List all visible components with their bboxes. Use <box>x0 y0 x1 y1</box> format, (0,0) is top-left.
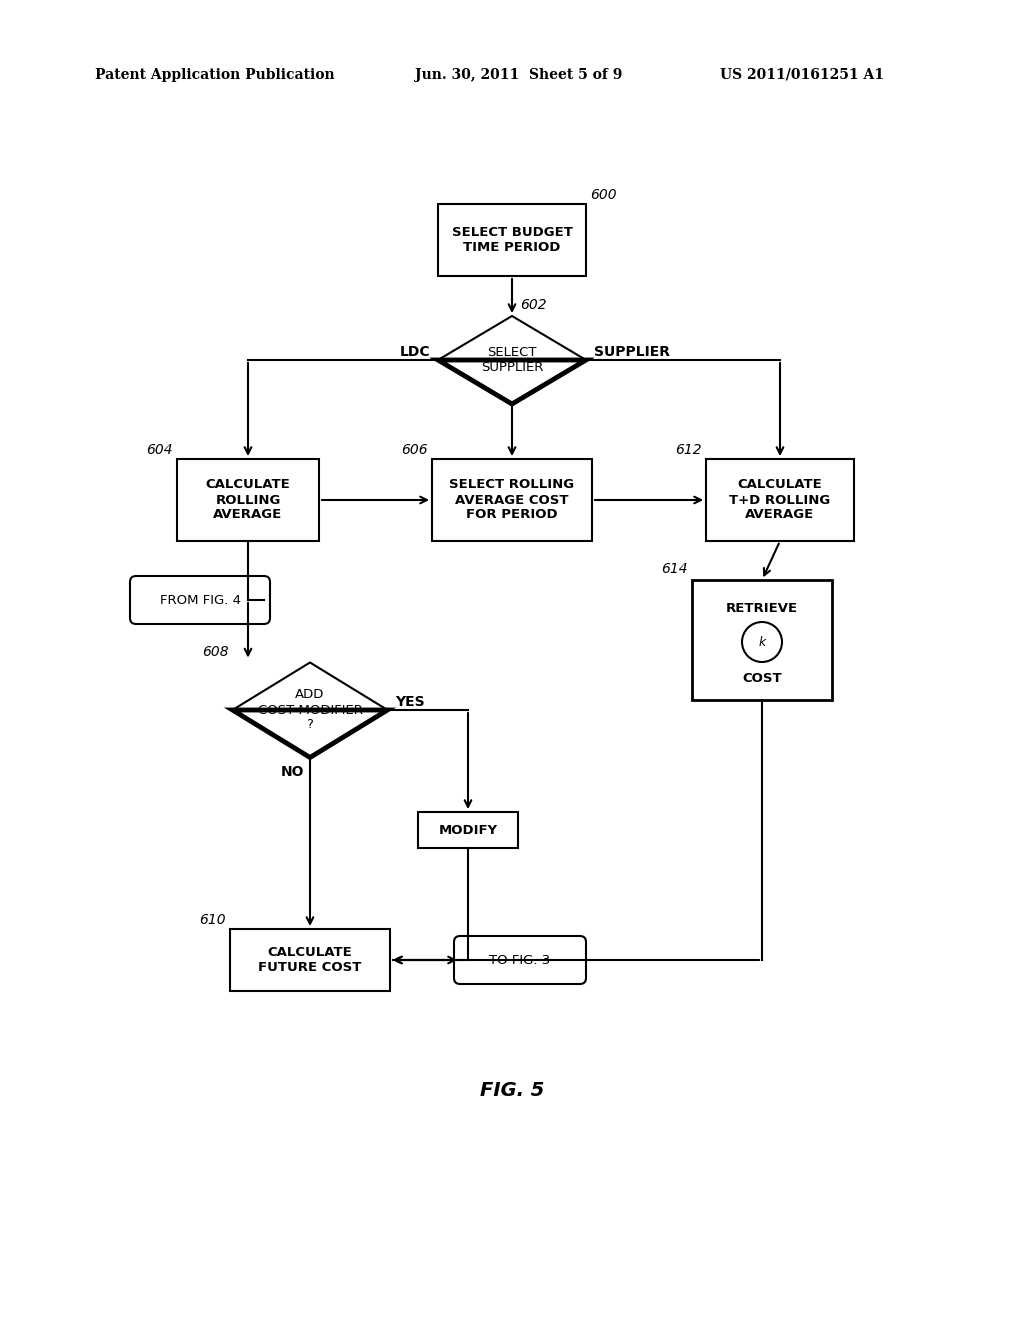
FancyBboxPatch shape <box>177 459 319 541</box>
Text: ADD
COST MODIFIER
?: ADD COST MODIFIER ? <box>258 689 362 731</box>
FancyBboxPatch shape <box>438 205 586 276</box>
FancyBboxPatch shape <box>706 459 854 541</box>
Text: NO: NO <box>281 766 304 780</box>
Text: SELECT ROLLING
AVERAGE COST
FOR PERIOD: SELECT ROLLING AVERAGE COST FOR PERIOD <box>450 479 574 521</box>
FancyBboxPatch shape <box>418 812 518 847</box>
Text: TO FIG. 3: TO FIG. 3 <box>489 953 551 966</box>
Text: MODIFY: MODIFY <box>438 824 498 837</box>
FancyBboxPatch shape <box>230 929 390 991</box>
Text: FROM FIG. 4: FROM FIG. 4 <box>160 594 241 606</box>
FancyBboxPatch shape <box>692 579 831 700</box>
Polygon shape <box>232 710 387 758</box>
Text: SELECT
SUPPLIER: SELECT SUPPLIER <box>481 346 543 374</box>
FancyBboxPatch shape <box>432 459 592 541</box>
Text: YES: YES <box>395 696 425 709</box>
Text: 606: 606 <box>401 444 428 457</box>
Polygon shape <box>438 360 586 404</box>
Text: SUPPLIER: SUPPLIER <box>594 345 670 359</box>
Text: CALCULATE
T+D ROLLING
AVERAGE: CALCULATE T+D ROLLING AVERAGE <box>729 479 830 521</box>
Text: Patent Application Publication: Patent Application Publication <box>95 69 335 82</box>
Text: 604: 604 <box>146 444 173 457</box>
Text: US 2011/0161251 A1: US 2011/0161251 A1 <box>720 69 884 82</box>
Text: 610: 610 <box>200 913 226 927</box>
Text: SELECT BUDGET
TIME PERIOD: SELECT BUDGET TIME PERIOD <box>452 226 572 253</box>
FancyBboxPatch shape <box>454 936 586 983</box>
Text: CALCULATE
FUTURE COST: CALCULATE FUTURE COST <box>258 946 361 974</box>
FancyBboxPatch shape <box>130 576 270 624</box>
Text: COST: COST <box>742 672 781 685</box>
Text: 602: 602 <box>520 298 547 312</box>
Polygon shape <box>232 663 387 710</box>
Text: CALCULATE
ROLLING
AVERAGE: CALCULATE ROLLING AVERAGE <box>206 479 291 521</box>
Text: FIG. 5: FIG. 5 <box>480 1081 544 1100</box>
Text: 600: 600 <box>590 187 616 202</box>
Text: k: k <box>759 635 766 648</box>
Text: RETRIEVE: RETRIEVE <box>726 602 798 615</box>
Text: LDC: LDC <box>399 345 430 359</box>
Text: 612: 612 <box>676 444 702 457</box>
Text: 614: 614 <box>662 562 688 576</box>
Text: 608: 608 <box>203 644 229 659</box>
Polygon shape <box>438 315 586 360</box>
Text: Jun. 30, 2011  Sheet 5 of 9: Jun. 30, 2011 Sheet 5 of 9 <box>415 69 623 82</box>
